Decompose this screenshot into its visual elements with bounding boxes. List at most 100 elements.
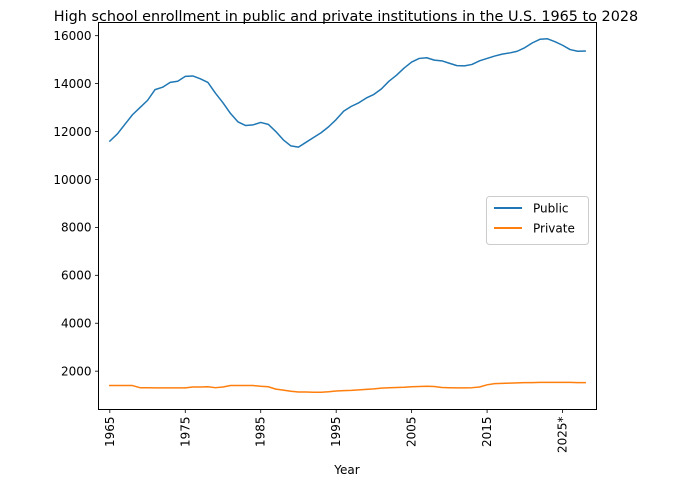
data-point-public-1980: [222, 102, 224, 104]
data-point-private-1974: [177, 387, 179, 389]
data-point-public-2002: [388, 80, 390, 82]
data-point-private-2015: [486, 384, 488, 386]
data-point-public-2011: [456, 65, 458, 67]
data-point-public-1995: [335, 119, 337, 121]
data-point-public-1970: [147, 99, 149, 101]
data-point-private-1980: [222, 386, 224, 388]
data-point-public-2024: [554, 41, 556, 43]
data-point-private-2005: [411, 386, 413, 388]
data-point-private-1988: [282, 389, 284, 391]
data-point-public-2025: [562, 44, 564, 46]
data-point-public-2000: [373, 93, 375, 95]
data-point-public-1984: [252, 124, 254, 126]
data-point-public-2010: [448, 62, 450, 64]
data-point-private-2007: [426, 385, 428, 387]
data-point-public-1975: [184, 75, 186, 77]
legend-label-public: Public: [533, 202, 569, 216]
x-tick-label: 1995: [329, 417, 343, 448]
data-point-public-1967: [124, 123, 126, 125]
data-point-private-2003: [396, 386, 398, 388]
data-point-public-1968: [131, 114, 133, 116]
data-point-private-2002: [388, 387, 390, 389]
data-point-public-1996: [343, 110, 345, 112]
series-points-public: [109, 38, 586, 148]
data-point-public-1990: [297, 146, 299, 148]
data-point-private-2014: [479, 386, 481, 388]
y-tick-label: 8000: [61, 221, 92, 235]
x-axis-label: Year: [333, 463, 359, 477]
y-axis: 2000 4000 6000 8000 10000 12000 14000 16000: [53, 29, 99, 378]
data-point-private-2020: [524, 382, 526, 384]
data-point-private-2011: [456, 387, 458, 389]
data-point-public-2022: [539, 38, 541, 40]
data-point-private-2013: [471, 387, 473, 389]
data-point-private-1986: [267, 386, 269, 388]
x-tick-label: 1965: [103, 417, 117, 448]
y-tick-label: 10000: [53, 173, 91, 187]
data-point-public-1979: [214, 92, 216, 94]
data-point-private-2019: [516, 382, 518, 384]
y-tick-label: 2000: [61, 364, 92, 378]
data-point-private-1972: [162, 387, 164, 389]
data-point-public-2008: [433, 59, 435, 61]
data-point-private-2006: [418, 386, 420, 388]
y-tick-label: 6000: [61, 269, 92, 283]
data-point-private-1999: [365, 388, 367, 390]
data-point-public-1966: [116, 133, 118, 135]
x-tick-label: 1985: [254, 417, 268, 448]
data-point-private-1970: [147, 387, 149, 389]
data-point-public-1988: [282, 139, 284, 141]
data-point-private-2027: [577, 382, 579, 384]
data-point-public-2013: [471, 63, 473, 65]
data-point-private-1965: [109, 385, 111, 387]
data-point-public-2003: [396, 74, 398, 76]
data-point-private-1996: [343, 390, 345, 392]
data-point-public-1973: [169, 81, 171, 83]
data-point-public-1982: [237, 121, 239, 123]
data-point-private-1987: [275, 388, 277, 390]
data-point-private-1990: [297, 391, 299, 393]
data-point-public-2014: [479, 60, 481, 62]
data-point-private-2010: [448, 387, 450, 389]
data-point-private-2012: [463, 387, 465, 389]
data-point-public-2020: [524, 47, 526, 49]
data-point-private-1998: [358, 389, 360, 391]
series-line-private: [109, 381, 586, 393]
data-point-public-2018: [509, 52, 511, 54]
data-point-private-1993: [320, 391, 322, 393]
data-point-private-1976: [192, 386, 194, 388]
data-point-public-1974: [177, 80, 179, 82]
data-point-private-1971: [154, 387, 156, 389]
data-point-private-2000: [373, 388, 375, 390]
data-point-private-2018: [509, 382, 511, 384]
data-point-private-1967: [124, 385, 126, 387]
data-point-public-2012: [463, 65, 465, 67]
data-point-public-1989: [290, 145, 292, 147]
plot-frame: [98, 22, 597, 410]
data-point-public-2028: [584, 50, 586, 52]
data-point-private-2022: [539, 381, 541, 383]
data-point-public-2017: [501, 53, 503, 55]
data-point-private-1994: [328, 391, 330, 393]
data-point-private-1985: [260, 385, 262, 387]
data-point-public-1991: [305, 141, 307, 143]
y-tick-label: 12000: [53, 125, 91, 139]
data-point-private-1978: [207, 386, 209, 388]
data-point-public-1965: [109, 140, 111, 142]
data-point-private-2008: [433, 386, 435, 388]
series-layer: [108, 38, 586, 393]
data-point-public-1983: [245, 125, 247, 127]
data-point-private-1973: [169, 387, 171, 389]
data-point-private-2021: [531, 382, 533, 384]
data-point-private-1969: [139, 387, 141, 389]
data-point-public-2004: [403, 67, 405, 69]
data-point-public-2006: [418, 57, 420, 59]
data-point-public-1971: [154, 89, 156, 91]
data-point-private-1984: [252, 385, 254, 387]
data-point-public-2007: [426, 57, 428, 59]
data-point-private-2001: [380, 387, 382, 389]
data-point-public-1981: [230, 113, 232, 115]
data-point-private-2004: [403, 386, 405, 388]
data-point-private-1983: [245, 385, 247, 387]
x-tick-label: 2005: [405, 417, 419, 448]
